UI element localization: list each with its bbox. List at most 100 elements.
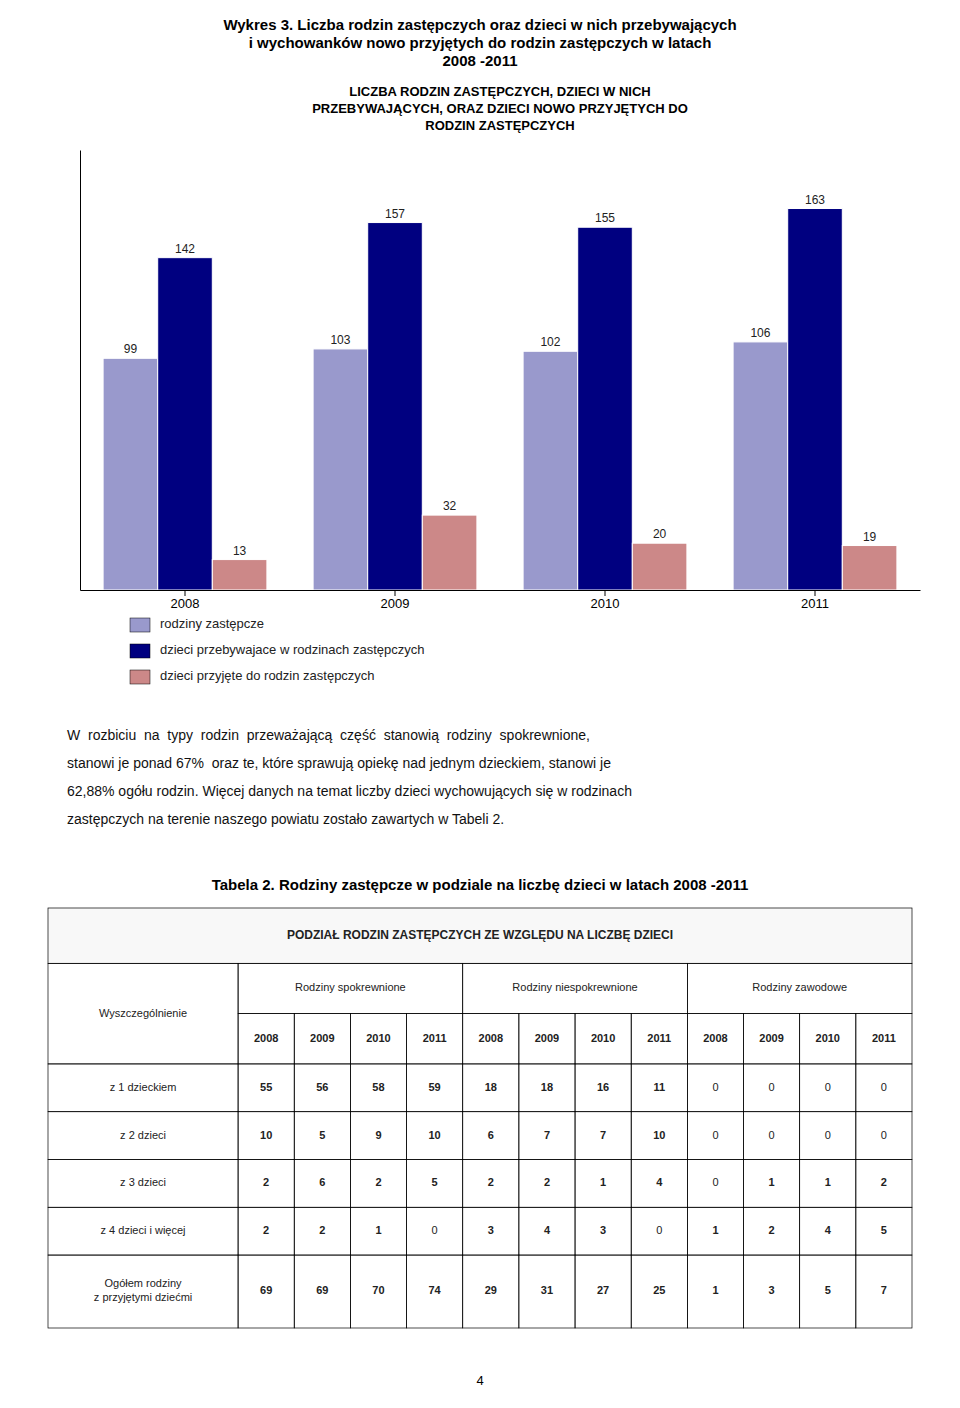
table-title: Tabela 2. Rodziny zastępcze w podziale n… [212, 876, 749, 893]
table-value: 4 [544, 1224, 551, 1236]
table-cell [463, 963, 688, 1013]
bar [632, 543, 687, 590]
table-cell [48, 1064, 238, 1112]
table-year-header: 2010 [591, 1032, 615, 1044]
bar [422, 515, 477, 590]
table-cell [575, 1064, 631, 1112]
paragraph-line: W rozbiciu na typy rodzin przeważającą c… [67, 727, 590, 743]
chart: LICZBA RODZIN ZASTĘPCZYCH, DZIECI W NICH… [81, 84, 921, 611]
table-cell [687, 1207, 743, 1255]
table-value: 10 [653, 1129, 665, 1141]
bar [368, 223, 423, 590]
table-value: 0 [769, 1081, 775, 1093]
table-year-header: 2008 [254, 1032, 278, 1044]
legend: rodziny zastępczedzieci przebywajace w r… [130, 616, 424, 684]
table-value: 2 [263, 1176, 269, 1188]
table-cell [687, 1255, 743, 1328]
table-value: 3 [488, 1224, 494, 1236]
data-label: 155 [595, 211, 615, 225]
y-axis [80, 151, 81, 591]
table-year-header: 2011 [423, 1032, 447, 1044]
table-value: 70 [372, 1284, 384, 1296]
table-group-header: Rodziny niespokrewnione [512, 981, 637, 993]
table-value: 18 [485, 1081, 497, 1093]
table-value: 0 [712, 1129, 718, 1141]
table-value: 25 [653, 1284, 665, 1296]
bar [842, 546, 897, 590]
page-number: 4 [476, 1373, 483, 1388]
table-value: 0 [881, 1081, 887, 1093]
table-value: 5 [825, 1284, 831, 1296]
table-value: 3 [769, 1284, 775, 1296]
table-cell [350, 1014, 406, 1064]
table-cell [519, 1014, 575, 1064]
table-cell [575, 1159, 631, 1207]
x-tick: 2010 [591, 590, 620, 611]
table-cell [407, 1207, 463, 1255]
table-value: 1 [825, 1176, 831, 1188]
table-value: 69 [260, 1284, 272, 1296]
table-value: 2 [488, 1176, 494, 1188]
x-tick-label: 2010 [591, 596, 620, 611]
table-value: 5 [319, 1129, 325, 1141]
table: PODZIAŁ RODZIN ZASTĘPCZYCH ZE WZGLĘDU NA… [48, 908, 912, 1328]
table-cell [238, 1014, 294, 1064]
table-cell [238, 1064, 294, 1112]
x-tick-mark [185, 590, 186, 596]
legend-label: dzieci przyjęte do rodzin zastępczych [160, 668, 375, 683]
legend-swatch [130, 618, 150, 632]
table-cell [856, 1112, 912, 1160]
table-value: 1 [375, 1224, 381, 1236]
table-cell [238, 1159, 294, 1207]
table-value: 2 [769, 1224, 775, 1236]
table-cell [294, 1014, 350, 1064]
table-value: 0 [881, 1129, 887, 1141]
table-value: 2 [544, 1176, 550, 1188]
data-label: 103 [330, 333, 350, 347]
legend-swatch [130, 644, 150, 658]
x-tick-label: 2011 [801, 596, 829, 611]
table-cell [463, 1064, 519, 1112]
x-tick: 2011 [801, 590, 829, 611]
table-cell [407, 1112, 463, 1160]
table-group-header: Rodziny spokrewnione [295, 981, 406, 993]
table-cell [575, 1207, 631, 1255]
page-title-line: 2008 -2011 [442, 52, 517, 69]
x-tick: 2009 [381, 590, 410, 611]
table-cell [238, 1255, 294, 1328]
bar [733, 342, 788, 590]
data-label: 20 [653, 527, 667, 541]
x-axis: 2008200920102011 [81, 590, 921, 611]
table-cell [800, 1255, 856, 1328]
table-year-header: 2009 [759, 1032, 783, 1044]
paragraph: W rozbiciu na typy rodzin przeważającą c… [67, 727, 632, 827]
table-value: 4 [825, 1224, 832, 1236]
table-cell [744, 1159, 800, 1207]
x-axis-line [81, 590, 921, 591]
table-year-header: 2009 [535, 1032, 559, 1044]
table-value: 31 [541, 1284, 553, 1296]
table-value: 2 [263, 1224, 269, 1236]
table-value: 11 [653, 1081, 665, 1093]
table-cell [48, 1255, 238, 1328]
table-cell [856, 1255, 912, 1328]
table-value: 18 [541, 1081, 553, 1093]
table-row-label: z 4 dzieci i więcej [101, 1224, 186, 1236]
bar [578, 227, 633, 590]
data-label: 163 [805, 193, 825, 207]
table-cell [800, 1207, 856, 1255]
table-cell [687, 1064, 743, 1112]
table-cell [687, 1014, 743, 1064]
table-cell [350, 1064, 406, 1112]
table-row-label: Ogółem rodzinyz przyjętymi dziećmi [94, 1277, 192, 1303]
table-value: 3 [600, 1224, 606, 1236]
table-cell [407, 1064, 463, 1112]
table-cell [294, 1255, 350, 1328]
table-cell [631, 1159, 687, 1207]
table-cell [463, 1112, 519, 1160]
table-value: 29 [485, 1284, 497, 1296]
table-value: 1 [600, 1176, 606, 1188]
table-value: 1 [712, 1224, 718, 1236]
table-cell [519, 1159, 575, 1207]
table-cell [575, 1112, 631, 1160]
